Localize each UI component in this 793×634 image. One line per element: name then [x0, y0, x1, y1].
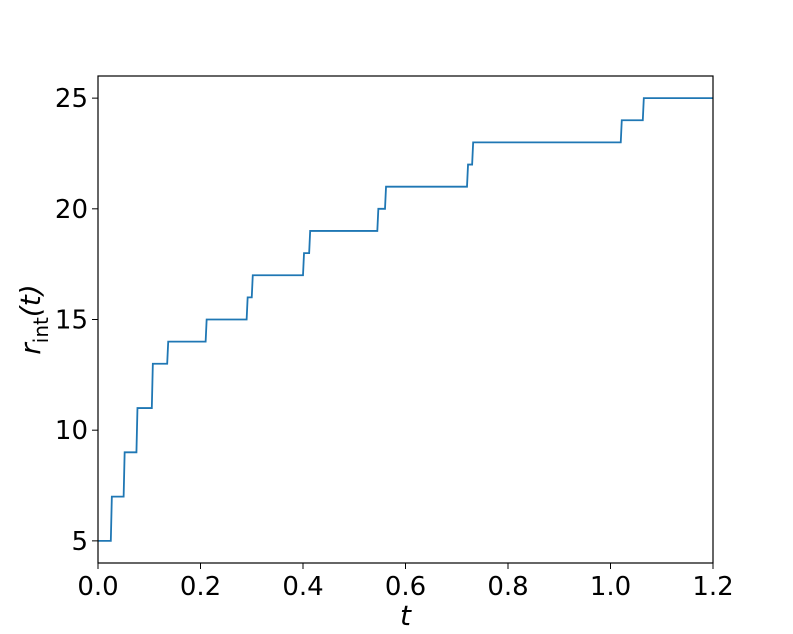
- y-tick-label: 5: [71, 527, 88, 557]
- x-tick-label: 1.2: [692, 572, 733, 602]
- x-tick-label: 1.0: [590, 572, 631, 602]
- x-axis-label: t: [400, 599, 412, 632]
- plot-marks: [98, 97, 713, 542]
- x-tick-label: 0.4: [282, 572, 323, 602]
- y-axis-label-main: r: [14, 342, 47, 355]
- y-axis-label: rint(t): [14, 284, 53, 354]
- y-axis-label-argument: (t): [14, 284, 47, 317]
- y-axis-label-subscript: int: [29, 317, 53, 343]
- y-tick-label: 15: [55, 306, 88, 336]
- y-tick-label: 25: [55, 84, 88, 114]
- y-tick-label: 20: [55, 195, 88, 225]
- plot-frame: [97, 75, 714, 564]
- x-tick-label: 0.0: [77, 572, 118, 602]
- series-line-0: [98, 97, 713, 542]
- x-tick-label: 0.2: [180, 572, 221, 602]
- x-axis-ticks: 0.0 0.2 0.4 0.6 0.8 1.0 1.2: [77, 563, 734, 602]
- x-tick-label: 0.6: [385, 572, 426, 602]
- y-tick-label: 10: [55, 416, 88, 446]
- x-tick-label: 0.8: [487, 572, 528, 602]
- y-axis-ticks: 5 10 15 20 25: [55, 84, 98, 557]
